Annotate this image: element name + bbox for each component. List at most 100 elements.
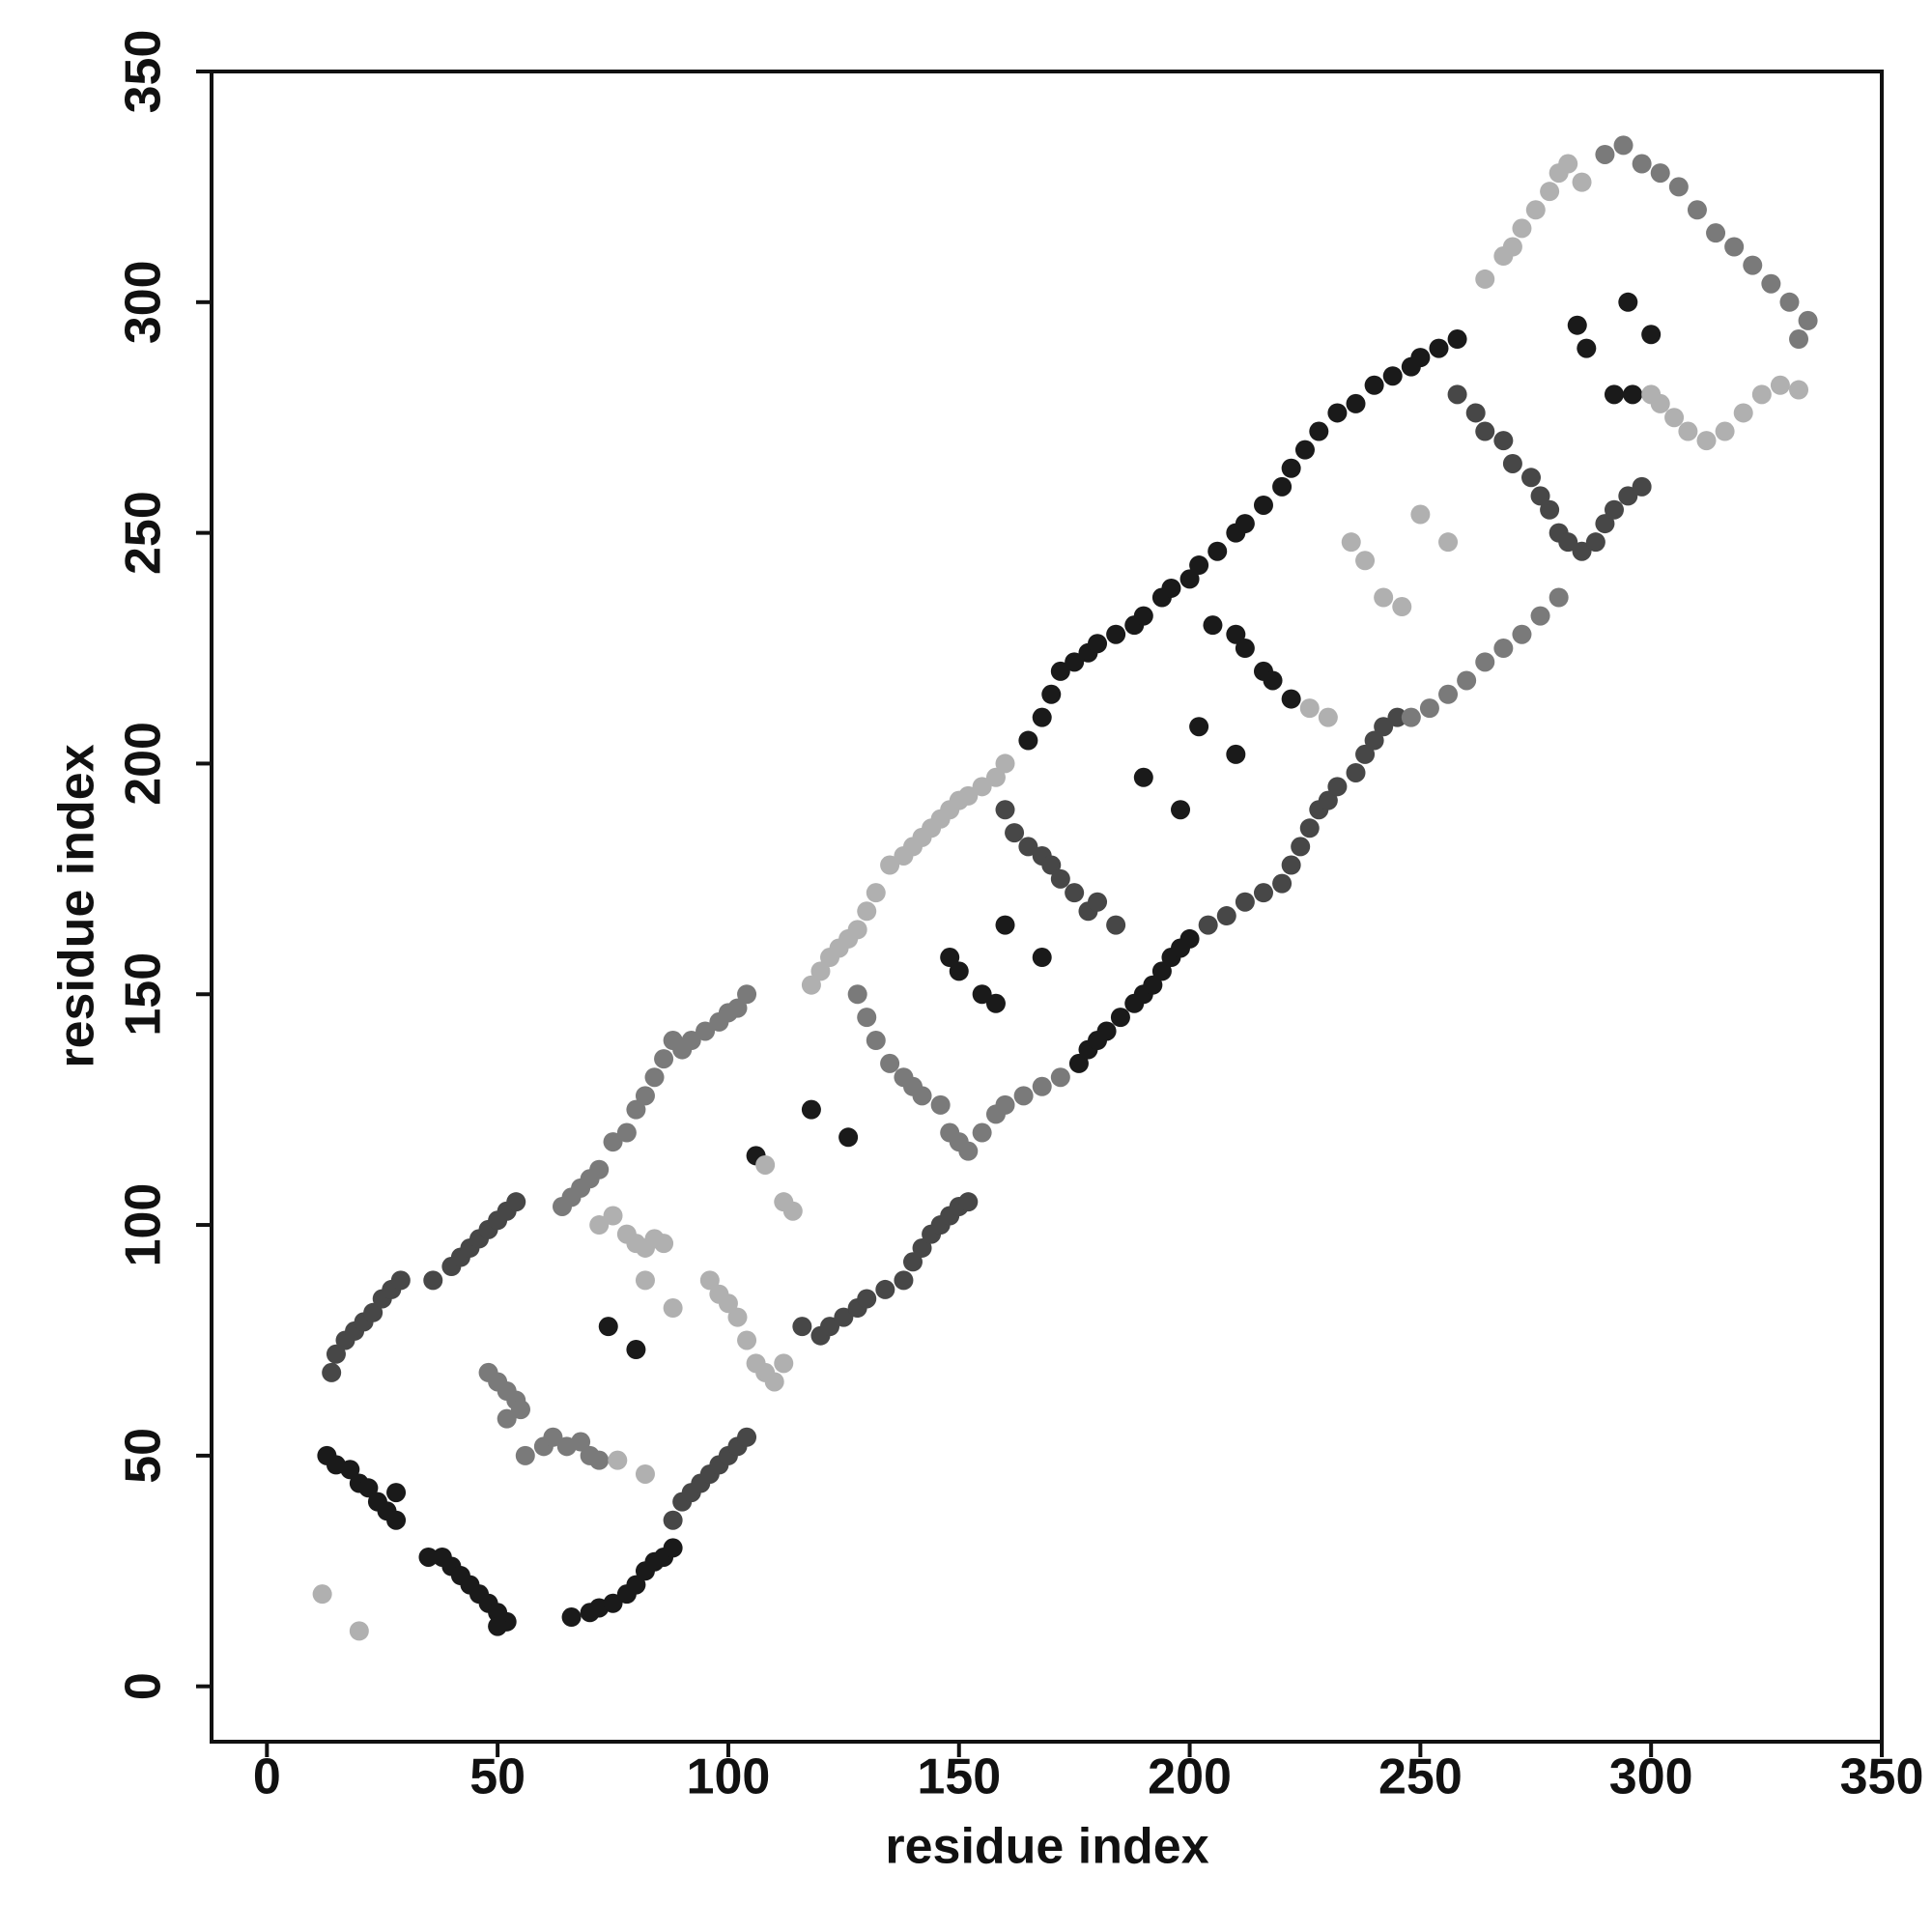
point: [1018, 730, 1038, 751]
point: [838, 1127, 859, 1148]
x-tick-label: 0: [253, 1749, 281, 1805]
point: [1525, 200, 1546, 220]
x-tick-label: 100: [687, 1749, 771, 1805]
point: [1364, 730, 1384, 751]
point: [1346, 762, 1366, 782]
point: [1226, 624, 1246, 644]
point: [1706, 223, 1726, 243]
point: [1429, 338, 1449, 358]
point: [1618, 486, 1638, 506]
point: [1401, 707, 1421, 727]
point: [1733, 403, 1753, 423]
point: [875, 1279, 895, 1299]
point: [958, 1192, 979, 1212]
point: [866, 1031, 886, 1051]
y-axis-label: residue index: [49, 744, 105, 1067]
point: [718, 1293, 738, 1314]
point: [1493, 431, 1514, 451]
point: [1032, 707, 1052, 727]
point: [1392, 597, 1412, 617]
point: [1346, 393, 1366, 413]
point: [1475, 421, 1495, 441]
point: [902, 1252, 923, 1272]
point: [1604, 499, 1624, 520]
point: [958, 1141, 979, 1161]
point: [727, 998, 748, 1018]
point: [663, 1538, 683, 1558]
x-tick-label: 250: [1378, 1749, 1463, 1805]
point: [1585, 532, 1605, 553]
point: [1419, 698, 1439, 719]
point: [894, 1270, 914, 1291]
point: [1179, 569, 1200, 589]
point: [1355, 551, 1376, 571]
point: [340, 1460, 360, 1480]
point: [635, 1086, 655, 1106]
point: [1751, 384, 1772, 405]
y-tick-label: 50: [116, 1428, 172, 1484]
point: [1143, 975, 1163, 995]
point: [1281, 458, 1301, 478]
point: [1475, 652, 1495, 672]
point: [972, 984, 992, 1005]
point: [1798, 310, 1818, 330]
point: [598, 1317, 618, 1337]
point: [985, 993, 1006, 1013]
y-tick-label: 200: [116, 722, 172, 806]
point: [312, 1584, 332, 1605]
point: [1457, 670, 1477, 691]
point: [1410, 504, 1431, 525]
point: [857, 1289, 877, 1309]
point: [930, 1094, 951, 1115]
point: [543, 1427, 563, 1447]
point: [1779, 292, 1800, 312]
point: [1502, 237, 1522, 257]
point: [1341, 532, 1361, 553]
point: [386, 1483, 407, 1503]
point: [1189, 555, 1209, 576]
point: [1364, 375, 1384, 395]
point: [506, 1192, 526, 1212]
point: [1161, 578, 1181, 598]
point: [626, 1340, 646, 1360]
point: [1548, 587, 1569, 608]
point: [663, 1510, 683, 1530]
point: [857, 901, 877, 922]
point: [1013, 1086, 1034, 1106]
point: [1235, 514, 1255, 534]
point: [663, 1298, 683, 1319]
point: [1291, 837, 1311, 857]
point: [1558, 154, 1578, 174]
point: [1447, 329, 1467, 350]
point: [940, 948, 960, 968]
point: [1789, 380, 1809, 400]
point: [1041, 855, 1062, 875]
y-tick-label: 250: [116, 491, 172, 575]
point: [847, 984, 867, 1005]
point: [880, 1053, 900, 1073]
point: [1512, 218, 1532, 239]
point: [1281, 855, 1301, 875]
point: [958, 785, 979, 806]
point: [1318, 707, 1338, 727]
point: [1540, 499, 1560, 520]
point: [995, 1094, 1015, 1115]
point: [1761, 273, 1781, 294]
point: [1387, 707, 1407, 727]
point: [1530, 606, 1550, 626]
point: [603, 1206, 623, 1226]
point: [1632, 476, 1652, 497]
point: [1530, 486, 1550, 506]
point: [603, 1593, 623, 1613]
x-tick-label: 150: [917, 1749, 1001, 1805]
point: [985, 767, 1006, 787]
point: [1226, 744, 1246, 764]
point: [1299, 818, 1320, 838]
point: [423, 1270, 443, 1291]
point: [390, 1270, 411, 1291]
point: [1641, 325, 1662, 345]
point: [418, 1547, 439, 1567]
point: [1041, 684, 1062, 704]
point: [1650, 163, 1670, 184]
point: [1567, 315, 1587, 335]
